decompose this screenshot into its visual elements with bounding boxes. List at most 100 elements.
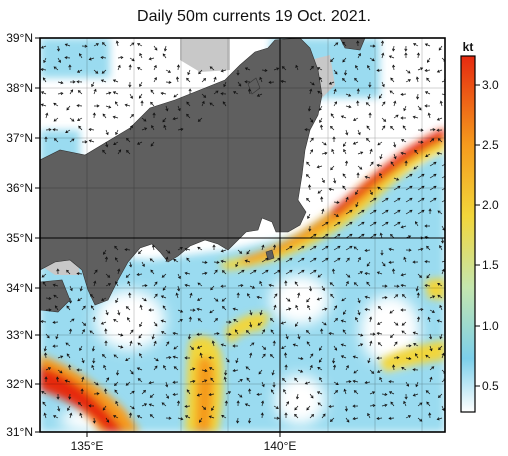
current-arrow — [172, 117, 179, 121]
current-arrow — [354, 77, 359, 83]
current-arrow — [369, 148, 373, 155]
current-arrow — [284, 280, 288, 287]
current-arrow — [244, 67, 251, 71]
current-arrow — [101, 69, 107, 74]
current-arrow — [281, 66, 287, 71]
current-arrow — [417, 173, 425, 179]
current-arrow — [381, 261, 386, 267]
current-arrow — [220, 69, 227, 73]
current-arrow — [189, 292, 193, 299]
current-arrow — [69, 285, 73, 292]
current-arrow — [429, 376, 433, 383]
current-arrow — [437, 294, 443, 299]
current-vector-field — [40, 40, 445, 424]
current-arrow — [424, 68, 431, 73]
current-arrow — [424, 43, 431, 47]
current-arrow — [356, 172, 360, 179]
current-arrow — [186, 257, 191, 263]
current-arrow — [416, 93, 420, 100]
current-arrow — [152, 112, 156, 119]
current-arrow — [125, 306, 131, 311]
current-arrow — [77, 297, 83, 302]
current-arrow — [69, 89, 74, 95]
current-arrow — [151, 333, 155, 340]
current-arrow — [187, 333, 191, 340]
current-arrow — [365, 102, 371, 107]
current-arrow — [417, 247, 424, 251]
current-arrow — [172, 392, 179, 397]
current-arrow — [412, 260, 419, 264]
current-arrow — [309, 88, 313, 95]
current-arrow — [357, 129, 361, 136]
current-arrow — [233, 319, 239, 323]
current-arrow — [438, 45, 443, 51]
current-arrow — [153, 365, 158, 371]
current-arrow — [196, 345, 203, 349]
current-arrow — [115, 369, 120, 376]
current-arrow — [283, 389, 287, 395]
current-arrow — [124, 103, 131, 107]
current-arrow — [393, 321, 399, 326]
current-arrow — [405, 381, 409, 387]
current-arrow — [436, 417, 443, 421]
current-arrow — [332, 357, 336, 364]
current-arrow — [388, 416, 395, 420]
lat-label-38: 38°N — [6, 81, 33, 95]
current-arrow — [309, 353, 314, 359]
current-arrow — [161, 273, 167, 278]
current-arrow — [390, 125, 395, 131]
current-arrow — [105, 105, 112, 109]
current-arrow — [376, 271, 383, 275]
current-arrow — [165, 80, 172, 84]
current-arrow — [53, 294, 59, 299]
current-arrow — [162, 117, 167, 123]
current-arrow — [380, 40, 385, 47]
lat-label-35: 35°N — [6, 231, 33, 245]
current-arrow — [56, 45, 61, 52]
current-arrow — [236, 70, 240, 76]
current-arrow — [389, 90, 395, 95]
current-arrow — [81, 305, 86, 311]
current-arrow — [69, 138, 75, 143]
current-arrow — [177, 319, 183, 323]
current-arrow — [162, 305, 167, 311]
current-arrow — [352, 404, 359, 408]
current-arrow — [355, 65, 359, 71]
current-arrow — [345, 273, 351, 278]
colorbar-unit: kt — [463, 40, 474, 54]
current-arrow — [426, 245, 431, 251]
current-arrow — [165, 341, 170, 347]
current-arrow — [68, 328, 73, 335]
current-arrow — [138, 93, 143, 99]
current-arrow — [330, 165, 335, 171]
current-arrow — [247, 293, 251, 299]
colorbar-tick-2-0: 2.0 — [482, 198, 499, 212]
current-arrow — [45, 128, 52, 132]
current-arrow — [45, 112, 49, 119]
current-arrow — [439, 333, 443, 340]
current-arrow — [388, 380, 395, 384]
current-arrow — [330, 293, 335, 299]
current-arrow — [400, 283, 407, 288]
current-arrow — [357, 53, 361, 59]
current-arrow — [404, 160, 408, 167]
current-arrow — [100, 55, 107, 60]
current-arrow — [81, 44, 88, 48]
lon-label-140: 140°E — [264, 439, 297, 453]
current-arrow — [139, 52, 143, 59]
current-arrow — [381, 197, 389, 203]
current-arrow — [439, 100, 443, 107]
izu-oshima — [265, 249, 275, 261]
current-arrow — [129, 405, 135, 410]
current-arrow — [127, 317, 131, 323]
current-arrow — [93, 43, 99, 47]
lat-label-39: 39°N — [6, 31, 33, 45]
current-arrow — [55, 376, 60, 383]
current-arrow — [417, 273, 422, 278]
current-arrow — [368, 112, 372, 119]
current-arrow — [317, 367, 323, 371]
current-arrow — [343, 69, 348, 76]
current-arrow — [438, 345, 443, 351]
current-arrow — [115, 257, 119, 263]
current-arrow — [333, 177, 337, 184]
